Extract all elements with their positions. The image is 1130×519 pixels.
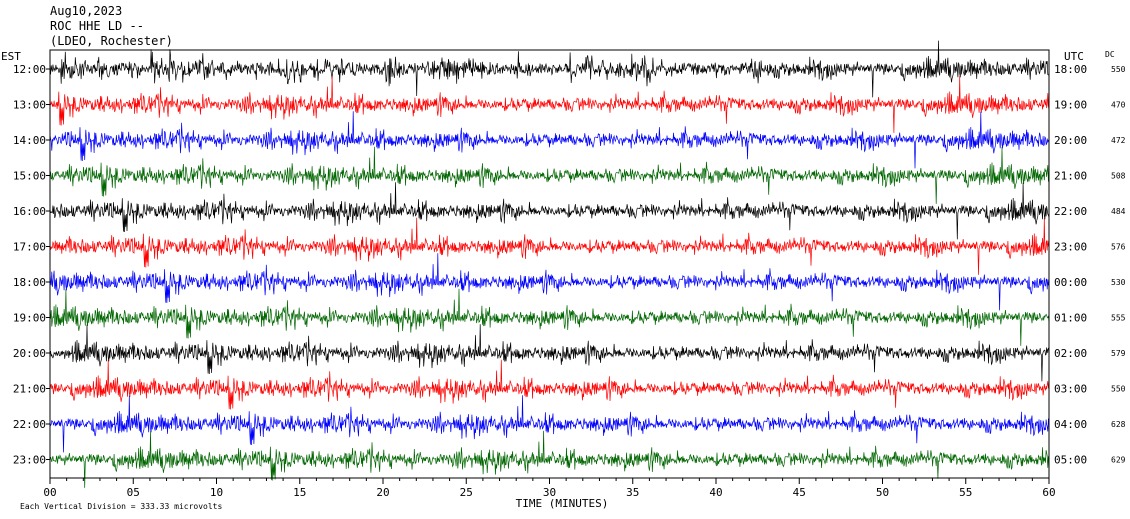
utc-label: 00:00 bbox=[1054, 276, 1087, 289]
dc-value: 550 bbox=[1111, 385, 1126, 394]
est-label: 16:00 bbox=[13, 205, 46, 218]
utc-label: 20:00 bbox=[1054, 134, 1087, 147]
est-label: 20:00 bbox=[13, 347, 46, 360]
utc-label: 02:00 bbox=[1054, 347, 1087, 360]
est-label: 23:00 bbox=[13, 454, 46, 467]
trace-line bbox=[49, 217, 1050, 275]
right-axis-title: UTC bbox=[1064, 50, 1084, 63]
utc-label: 05:00 bbox=[1054, 454, 1087, 467]
trace-line bbox=[49, 40, 1050, 98]
trace-line bbox=[49, 395, 1050, 453]
utc-label: 04:00 bbox=[1054, 418, 1087, 431]
est-label: 15:00 bbox=[13, 170, 46, 183]
header-date: Aug10,2023 bbox=[50, 4, 123, 18]
dc-value: 472 bbox=[1111, 136, 1126, 145]
dc-value: 629 bbox=[1111, 456, 1126, 465]
left-axis-title: EST bbox=[1, 50, 21, 63]
x-tick-label: 25 bbox=[460, 486, 473, 499]
dc-value: 508 bbox=[1111, 172, 1126, 181]
est-label: 21:00 bbox=[13, 383, 46, 396]
plot-frame bbox=[49, 49, 1050, 479]
x-tick-label: 00 bbox=[43, 486, 56, 499]
dc-value: 555 bbox=[1111, 314, 1126, 323]
x-tick-label: 45 bbox=[793, 486, 806, 499]
trace-line bbox=[49, 430, 1050, 488]
est-label: 12:00 bbox=[13, 63, 46, 76]
dc-title: DC bbox=[1105, 50, 1115, 59]
trace-line bbox=[49, 359, 1050, 410]
x-tick-label: 10 bbox=[210, 486, 223, 499]
utc-label: 01:00 bbox=[1054, 312, 1087, 325]
dc-value: 550 bbox=[1111, 65, 1126, 74]
x-tick-label: 30 bbox=[543, 486, 556, 499]
utc-label: 21:00 bbox=[1054, 170, 1087, 183]
trace-line bbox=[49, 288, 1050, 346]
x-tick-label: 40 bbox=[709, 486, 722, 499]
seismic-traces bbox=[49, 40, 1050, 488]
x-tick-label: 15 bbox=[293, 486, 306, 499]
utc-label: 03:00 bbox=[1054, 383, 1087, 396]
x-tick-label: 05 bbox=[127, 486, 140, 499]
est-label: 17:00 bbox=[13, 241, 46, 254]
header-network: (LDEO, Rochester) bbox=[50, 34, 173, 48]
x-tick-label: 50 bbox=[876, 486, 889, 499]
utc-label: 18:00 bbox=[1054, 63, 1087, 76]
header-station: ROC HHE LD -- bbox=[50, 19, 144, 33]
x-tick-label: 55 bbox=[959, 486, 972, 499]
trace-line bbox=[49, 146, 1050, 204]
trace-line bbox=[49, 75, 1050, 133]
scale-note: Each Vertical Division = 333.33 microvol… bbox=[20, 502, 222, 511]
dc-value: 628 bbox=[1111, 420, 1126, 429]
est-label: 19:00 bbox=[13, 312, 46, 325]
x-tick-label: 35 bbox=[626, 486, 639, 499]
dc-value: 579 bbox=[1111, 349, 1126, 358]
est-label: 13:00 bbox=[13, 99, 46, 112]
axis-labels: 12:00 18:00 550 13:00 19:00 470 14:00 20:00 472 1… bbox=[13, 63, 1126, 499]
trace-line bbox=[49, 324, 1050, 382]
x-tick-label: 60 bbox=[1042, 486, 1055, 499]
dc-value: 530 bbox=[1111, 278, 1126, 287]
utc-label: 22:00 bbox=[1054, 205, 1087, 218]
dc-value: 576 bbox=[1111, 243, 1126, 252]
utc-label: 19:00 bbox=[1054, 99, 1087, 112]
est-label: 14:00 bbox=[13, 134, 46, 147]
est-label: 22:00 bbox=[13, 418, 46, 431]
est-label: 18:00 bbox=[13, 276, 46, 289]
x-ticks bbox=[46, 68, 1050, 484]
x-axis-title: TIME (MINUTES) bbox=[516, 497, 609, 510]
dc-value: 484 bbox=[1111, 207, 1126, 216]
trace-line bbox=[49, 253, 1050, 311]
utc-label: 23:00 bbox=[1054, 241, 1087, 254]
trace-line bbox=[49, 182, 1050, 240]
x-tick-label: 20 bbox=[376, 486, 389, 499]
trace-line bbox=[49, 111, 1050, 169]
dc-value: 470 bbox=[1111, 101, 1126, 110]
